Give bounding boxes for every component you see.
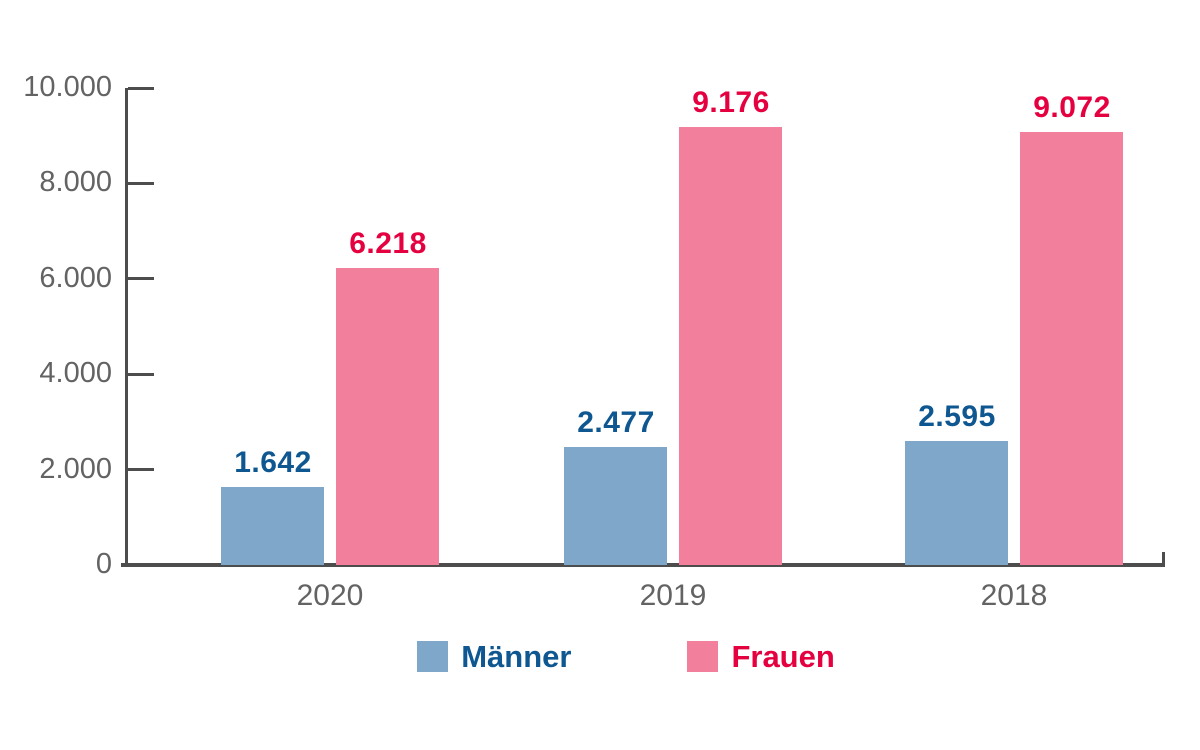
- legend-label-maenner: Männer: [461, 639, 572, 674]
- y-tick-label: 10.000: [23, 71, 112, 103]
- x-axis-line: [121, 563, 1165, 567]
- y-tick-mark: [128, 277, 154, 280]
- y-tick-label: 6.000: [39, 262, 112, 294]
- value-label-frauen-2020: 6.218: [349, 227, 427, 260]
- y-tick-label: 4.000: [39, 357, 112, 389]
- legend: Männer Frauen: [26, 641, 1200, 672]
- value-label-maenner-2019: 2.477: [577, 406, 655, 439]
- x-axis-end-tick: [1162, 552, 1165, 564]
- frauen-swatch-icon: [687, 641, 719, 672]
- legend-label-frauen: Frauen: [731, 639, 835, 674]
- maenner-swatch-icon: [417, 641, 449, 672]
- y-tick-mark: [128, 182, 154, 185]
- legend-item-maenner: Männer: [417, 641, 571, 672]
- y-tick-label: 2.000: [39, 453, 112, 485]
- value-label-frauen-2019: 9.176: [692, 86, 770, 119]
- y-tick-mark: [128, 87, 154, 90]
- x-category-label-2019: 2019: [639, 579, 707, 612]
- y-tick-label: 0: [95, 548, 112, 580]
- bar-maenner-2019: [564, 447, 667, 565]
- legend-item-frauen: Frauen: [687, 639, 835, 674]
- y-tick-mark: [128, 468, 154, 471]
- bar-frauen-2018: [1020, 132, 1123, 565]
- value-label-maenner-2020: 1.642: [234, 446, 312, 479]
- x-category-label-2018: 2018: [980, 579, 1048, 612]
- x-category-label-2020: 2020: [296, 579, 364, 612]
- bar-frauen-2020: [336, 268, 439, 565]
- y-tick-label: 8.000: [39, 166, 112, 198]
- bar-frauen-2019: [679, 127, 782, 565]
- y-tick-mark: [128, 373, 154, 376]
- y-axis-line: [125, 88, 128, 565]
- value-label-frauen-2018: 9.072: [1033, 91, 1111, 124]
- value-label-maenner-2018: 2.595: [918, 400, 996, 433]
- bar-maenner-2020: [221, 487, 324, 565]
- bar-maenner-2018: [905, 441, 1008, 565]
